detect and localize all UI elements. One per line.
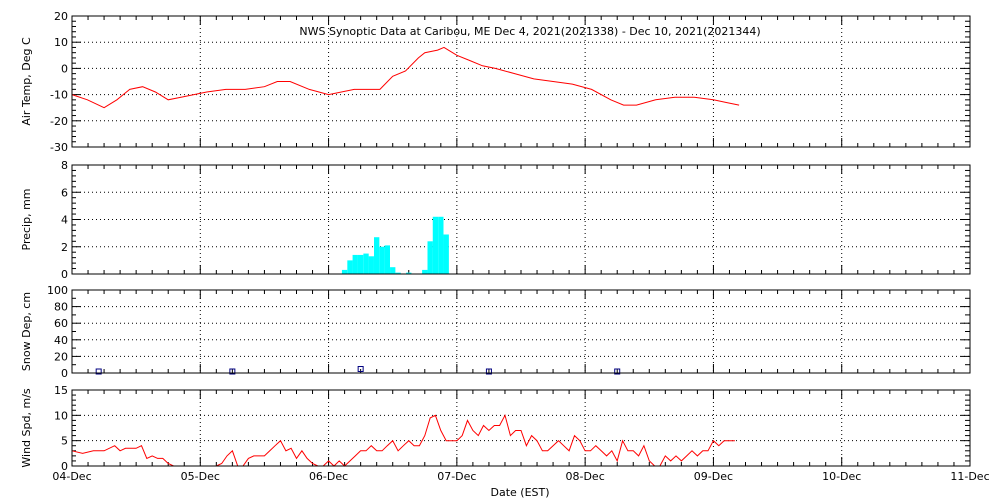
x-tick-label: 06-Dec: [309, 470, 348, 483]
x-tick-label: 10-Dec: [822, 470, 861, 483]
x-tick-label: 09-Dec: [694, 470, 733, 483]
panel-frame: [71, 164, 971, 275]
x-tick-label: 05-Dec: [181, 470, 220, 483]
panel-4: 0 5 10 15 Wind Spd, m/s: [20, 384, 971, 473]
y-tick-label: 10: [54, 409, 68, 422]
precip-bar: [384, 245, 390, 274]
x-axis-label: Date (EST): [490, 486, 549, 499]
panel-frame: [71, 289, 971, 374]
y-tick-label: 0: [61, 367, 68, 380]
precip-bar: [368, 256, 374, 274]
y-axis-label: Snow Dep, cm: [20, 292, 33, 371]
precip-bar: [379, 246, 385, 274]
precip-bar: [438, 216, 444, 274]
y-tick-label: 60: [54, 317, 68, 330]
precip-bar: [363, 253, 369, 274]
y-tick-label: 10: [54, 36, 68, 49]
precip-bar: [395, 272, 401, 274]
panel-2: 0 2 4 6 8 Precip, mm: [20, 159, 971, 281]
precip-bar: [352, 254, 358, 274]
series-line: [71, 413, 735, 467]
y-tick-label: 40: [54, 334, 68, 347]
y-tick-label: -20: [50, 115, 68, 128]
precip-bar: [341, 269, 348, 274]
panel-1: -30 -20 -10 0 10 20 Air Temp, Deg C: [20, 10, 971, 154]
y-tick-label: 4: [61, 214, 68, 227]
y-tick-label: -30: [50, 141, 68, 154]
y-tick-label: 20: [54, 350, 68, 363]
x-tick-label: 08-Dec: [566, 470, 605, 483]
y-tick-label: 0: [61, 268, 68, 281]
y-tick-label: 0: [61, 460, 68, 473]
precip-bar: [432, 216, 439, 274]
panel-frame: [71, 15, 971, 148]
panel-3: 0 20 40 60 80 100 Snow Dep, cm: [20, 284, 971, 380]
x-tick-label: 07-Dec: [437, 470, 476, 483]
snow-depth-point: [95, 368, 102, 375]
y-tick-label: 80: [54, 301, 68, 314]
y-tick-label: 8: [61, 159, 68, 172]
chart-panels: -30 -20 -10 0 10 20 Air Temp, Deg C 0 2 4 6 8 Precip…: [20, 10, 971, 473]
panel-frame: [71, 389, 971, 467]
series-line: [71, 46, 740, 109]
precip-bar: [406, 272, 412, 274]
y-tick-label: -10: [50, 89, 68, 102]
snow-depth-point: [485, 368, 492, 375]
y-tick-label: 15: [54, 384, 68, 397]
y-axis-label: Wind Spd, m/s: [20, 388, 33, 468]
precip-bar: [427, 241, 433, 274]
x-tick-label: 11-Dec: [950, 470, 989, 483]
y-tick-label: 100: [47, 284, 68, 297]
precip-bar: [422, 269, 428, 274]
y-axis-label: Precip, mm: [20, 189, 33, 251]
precip-bar: [374, 237, 380, 274]
precip-bar: [357, 254, 364, 274]
x-tick-labels: 04-Dec 05-Dec 06-Dec 07-Dec 08-Dec 09-Dec 10-D…: [52, 470, 989, 483]
precip-bar: [390, 267, 396, 274]
snow-depth-point: [614, 368, 621, 375]
snow-depth-point: [357, 366, 364, 373]
y-axis-label: Air Temp, Deg C: [20, 37, 33, 126]
y-tick-label: 5: [61, 435, 68, 448]
precip-bar: [347, 260, 353, 274]
y-tick-label: 6: [61, 186, 68, 199]
precip-bar: [443, 234, 449, 274]
snow-depth-point: [229, 368, 236, 375]
y-tick-label: 2: [61, 241, 68, 254]
chart-title: NWS Synoptic Data at Caribou, ME Dec 4, …: [299, 25, 760, 38]
x-tick-label: 04-Dec: [52, 470, 91, 483]
y-tick-label: 0: [61, 62, 68, 75]
y-tick-label: 20: [54, 10, 68, 23]
